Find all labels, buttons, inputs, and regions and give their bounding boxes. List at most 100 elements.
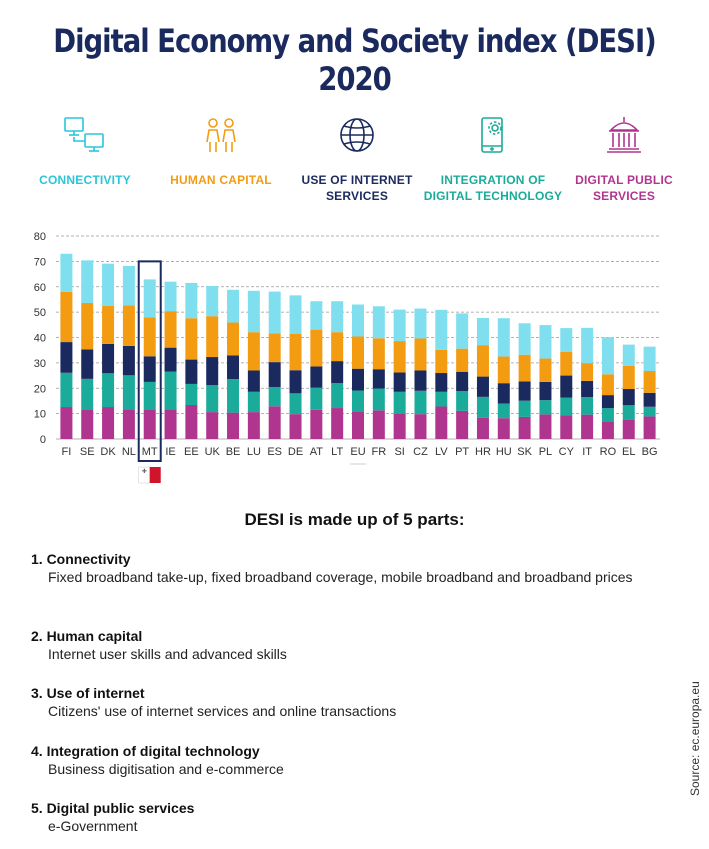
bar-segment: [185, 359, 198, 384]
legend-connectivity: CONNECTIVITY: [10, 114, 160, 188]
legend-use-of-internet: USE OF INTERNET SERVICES: [282, 114, 432, 204]
bar-segment: [622, 405, 635, 420]
bar-segment: [227, 322, 240, 356]
x-tick-label: UK: [205, 446, 221, 458]
x-tick-label: FR: [371, 446, 386, 458]
part-use-of-internet: 3. Use of internet Citizens' use of inte…: [31, 684, 671, 721]
part-title: 4. Integration of digital technology: [31, 743, 260, 759]
bar-segment: [518, 381, 531, 401]
bar-segment: [518, 323, 531, 355]
people-icon: [206, 118, 236, 152]
bar-segment: [372, 388, 385, 411]
bar-segment: [497, 356, 510, 384]
bar-segment: [60, 407, 73, 439]
x-tick-label: LV: [435, 446, 448, 458]
bar-segment: [81, 378, 94, 410]
bar-segment: [560, 397, 573, 416]
bar-segment: [601, 337, 614, 375]
bar-segment: [122, 265, 135, 306]
bar-segment: [268, 333, 281, 363]
bar-segment: [560, 375, 573, 398]
bar-segment: [414, 414, 427, 439]
bar-segment: [268, 291, 281, 334]
bar-segment: [393, 341, 406, 373]
part-title: 3. Use of internet: [31, 685, 145, 701]
bar-segment: [122, 409, 135, 439]
legend-label-line1: DIGITAL PUBLIC: [575, 173, 673, 187]
bar-segment: [581, 397, 594, 415]
bar-segment: [476, 345, 489, 377]
bar-segment: [247, 412, 260, 439]
legend-label-line2: SERVICES: [325, 189, 389, 203]
bar-segment: [185, 318, 198, 360]
bar-segment: [247, 332, 260, 371]
bar-segment: [372, 338, 385, 370]
bar-segment: [247, 391, 260, 413]
bar-segment: [393, 391, 406, 414]
x-tick-label: BE: [226, 446, 241, 458]
bar-segment: [289, 295, 302, 334]
bar-segment: [102, 407, 115, 439]
x-tick-label: MT: [142, 446, 158, 458]
bar-segment: [643, 346, 656, 371]
bar-segment: [456, 313, 469, 349]
part-integration: 4. Integration of digital technology Bus…: [31, 742, 671, 779]
y-tick-label: 20: [34, 383, 46, 395]
bar-segment: [352, 411, 364, 439]
bar-segment: [456, 410, 469, 439]
bar-segment: [622, 365, 635, 390]
bar-segment: [539, 414, 552, 439]
bar-segment: [414, 308, 427, 339]
x-tick-label: IT: [582, 446, 592, 458]
part-title: 5. Digital public services: [31, 800, 195, 816]
bar-segment: [331, 383, 344, 409]
bar-segment: [122, 345, 135, 376]
legend-digital-public-services: DIGITAL PUBLIC SERVICES: [549, 114, 699, 204]
bar-segment: [206, 412, 219, 439]
bar-segment: [622, 419, 635, 439]
bar-segment: [518, 400, 531, 417]
bar-segment: [643, 416, 656, 439]
legend-label-line1: INTEGRATION OF: [440, 173, 546, 187]
bar-segment: [268, 406, 281, 439]
bar-segment: [310, 387, 323, 410]
y-tick-label: 60: [34, 282, 46, 294]
bar-segment: [601, 374, 614, 396]
bar-segment: [372, 369, 385, 389]
bar-segment: [393, 309, 406, 342]
bar-segment: [414, 338, 427, 371]
bar-segment: [497, 403, 510, 419]
x-tick-label: SI: [394, 446, 404, 458]
bar-segment: [539, 358, 552, 382]
x-tick-label: CY: [559, 446, 575, 458]
bar-segment: [352, 390, 364, 412]
bar-segment: [310, 366, 323, 388]
bar-segment: [331, 408, 344, 439]
flag-cross-icon: ✚: [142, 468, 147, 475]
bar-segment: [331, 301, 344, 333]
bar-segment: [414, 370, 427, 391]
part-description: Citizens' use of internet services and o…: [48, 703, 397, 719]
y-tick-label: 30: [34, 358, 46, 370]
y-tick-label: 70: [34, 256, 46, 268]
legend-human-capital: HUMAN CAPITAL: [146, 114, 296, 188]
x-tick-label: HR: [475, 446, 491, 458]
bar-segment: [227, 289, 240, 323]
bar-segment: [289, 414, 302, 439]
flag-red-half: [149, 467, 161, 483]
bar-segment: [60, 342, 73, 373]
x-tick-label: IE: [165, 446, 175, 458]
bar-segment: [60, 253, 73, 292]
y-tick-label: 50: [34, 307, 46, 319]
bar-segment: [102, 343, 115, 374]
bar-segment: [518, 354, 531, 382]
bar-segment: [393, 372, 406, 392]
x-tick-label: BG: [642, 446, 658, 458]
y-tick-label: 10: [34, 409, 46, 421]
bar-segment: [289, 370, 302, 394]
bar-segment: [581, 414, 594, 439]
x-tick-label: PT: [455, 446, 469, 458]
bar-segment: [185, 383, 198, 405]
bar-segment: [289, 333, 302, 371]
legend-label-line1: CONNECTIVITY: [39, 173, 131, 187]
